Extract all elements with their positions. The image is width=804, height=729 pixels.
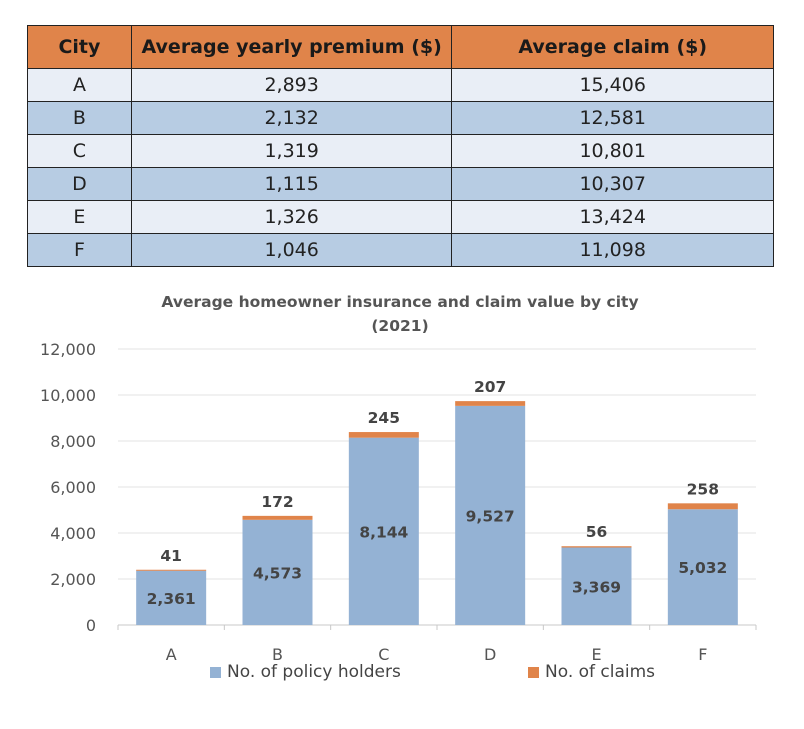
table-row: A 2,893 15,406 — [27, 68, 774, 102]
legend-swatch-claims — [528, 666, 539, 678]
data-label-claims: 207 — [474, 378, 506, 396]
x-tick-label: F — [698, 645, 707, 664]
legend-swatch-policy-holders — [210, 666, 221, 678]
chart-legend: No. of policy holders No. of claims — [0, 662, 804, 686]
bar-claims — [136, 569, 207, 571]
data-label-policy-holders: 5,032 — [678, 559, 727, 577]
data-label-policy-holders: 8,144 — [359, 523, 408, 541]
cell-premium: 1,319 — [130, 134, 453, 168]
bar-claims — [242, 515, 313, 520]
cell-premium: 2,132 — [130, 101, 453, 135]
table-row: B 2,132 12,581 — [27, 101, 774, 135]
data-label-policy-holders: 9,527 — [466, 507, 515, 525]
bar-claims — [455, 401, 526, 406]
cell-city: D — [27, 167, 132, 201]
table-row: D 1,115 10,307 — [27, 167, 774, 201]
data-label-claims: 258 — [687, 480, 719, 498]
data-label-policy-holders: 2,361 — [147, 590, 196, 608]
data-label-claims: 172 — [261, 493, 293, 511]
data-label-claims: 41 — [160, 547, 182, 565]
x-tick-label: B — [272, 645, 283, 664]
data-label-policy-holders: 3,369 — [572, 578, 621, 596]
bar-policy-holders — [348, 437, 419, 625]
data-label-claims: 56 — [586, 523, 608, 541]
bar-policy-holders — [455, 405, 526, 625]
data-label-policy-holders: 4,573 — [253, 564, 302, 582]
cell-claim: 10,307 — [451, 167, 774, 201]
cell-claim: 11,098 — [451, 233, 774, 267]
cell-claim: 13,424 — [451, 200, 774, 234]
y-tick-label: 4,000 — [50, 524, 96, 543]
y-tick-label: 8,000 — [50, 432, 96, 451]
cell-city: C — [27, 134, 132, 168]
cell-city: B — [27, 101, 132, 135]
y-tick-label: 6,000 — [50, 478, 96, 497]
bar-policy-holders — [242, 519, 313, 625]
bar-claims — [561, 546, 632, 548]
bar-policy-holders — [667, 509, 738, 625]
cell-city: A — [27, 68, 132, 102]
data-label-claims: 245 — [368, 409, 400, 427]
legend-item-claims: No. of claims — [528, 662, 655, 682]
bar-policy-holders — [136, 570, 207, 625]
bar-claims — [667, 503, 738, 510]
chart-title-line-2: (2021) — [371, 317, 429, 335]
cell-premium: 1,115 — [130, 167, 453, 201]
chart-title-line-1: Average homeowner insurance and claim va… — [161, 293, 639, 311]
premium-claim-table: City Average yearly premium ($) Average … — [27, 25, 774, 267]
cell-claim: 15,406 — [451, 68, 774, 102]
cell-city: E — [27, 200, 132, 234]
legend-item-policy-holders: No. of policy holders — [210, 662, 401, 682]
x-tick-label: A — [166, 645, 177, 664]
x-tick-label: D — [484, 645, 496, 664]
legend-label-policy-holders: No. of policy holders — [227, 662, 401, 682]
chart-title: Average homeowner insurance and claim va… — [110, 290, 690, 338]
legend-label-claims: No. of claims — [545, 662, 656, 682]
y-tick-label: 0 — [86, 616, 96, 635]
cell-premium: 1,046 — [130, 233, 453, 267]
bar-policy-holders — [561, 547, 632, 625]
table-row: C 1,319 10,801 — [27, 134, 774, 168]
cell-premium: 2,893 — [130, 68, 453, 102]
table-header-row: City Average yearly premium ($) Average … — [27, 25, 774, 69]
x-tick-label: E — [591, 645, 601, 664]
cell-claim: 12,581 — [451, 101, 774, 135]
table-row: F 1,046 11,098 — [27, 233, 774, 267]
bar-claims — [348, 432, 419, 438]
y-tick-label: 12,000 — [40, 340, 96, 359]
column-header-city: City — [27, 25, 132, 69]
y-tick-label: 2,000 — [50, 570, 96, 589]
x-tick-label: C — [378, 645, 389, 664]
cell-city: F — [27, 233, 132, 267]
y-tick-label: 10,000 — [40, 386, 96, 405]
